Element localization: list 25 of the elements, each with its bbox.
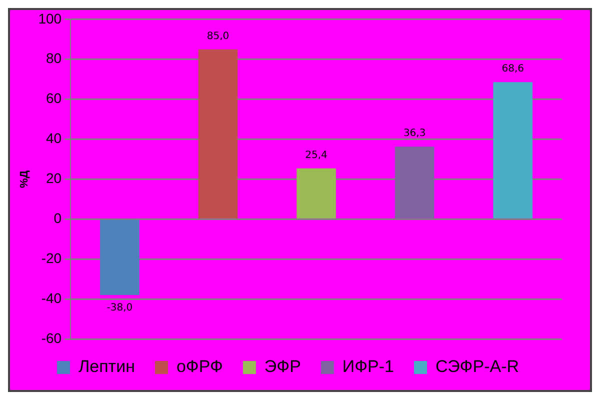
- legend-label: Лептин: [78, 357, 135, 376]
- legend-label: ЭФР: [264, 357, 301, 376]
- bar: [100, 220, 140, 296]
- bar: [198, 49, 238, 218]
- legend-label: ИФР-1: [342, 357, 394, 376]
- bar: [296, 168, 336, 218]
- y-tick-label: 20: [46, 170, 62, 186]
- y-axis-title: %Д: [18, 170, 31, 188]
- bar: [493, 82, 533, 218]
- data-label: 25,4: [305, 150, 328, 162]
- data-label: 36,3: [403, 128, 426, 140]
- data-label: 85,0: [206, 30, 230, 42]
- y-tick-label: 80: [46, 50, 62, 66]
- legend-label: оФРФ: [176, 357, 223, 376]
- y-tick-label: 60: [46, 90, 62, 106]
- y-tick-label: 0: [54, 210, 62, 226]
- legend-label: СЭФР-A-R: [436, 357, 520, 376]
- data-label: 68,6: [502, 64, 524, 75]
- y-tick-label: -60: [41, 330, 62, 346]
- y-tick-label: 100: [38, 10, 62, 26]
- y-tick-label: -20: [41, 250, 62, 266]
- data-label: -38,0: [106, 302, 133, 314]
- y-tick-label: 40: [46, 130, 62, 146]
- y-tick-label: -40: [41, 290, 62, 306]
- bar: [394, 146, 434, 218]
